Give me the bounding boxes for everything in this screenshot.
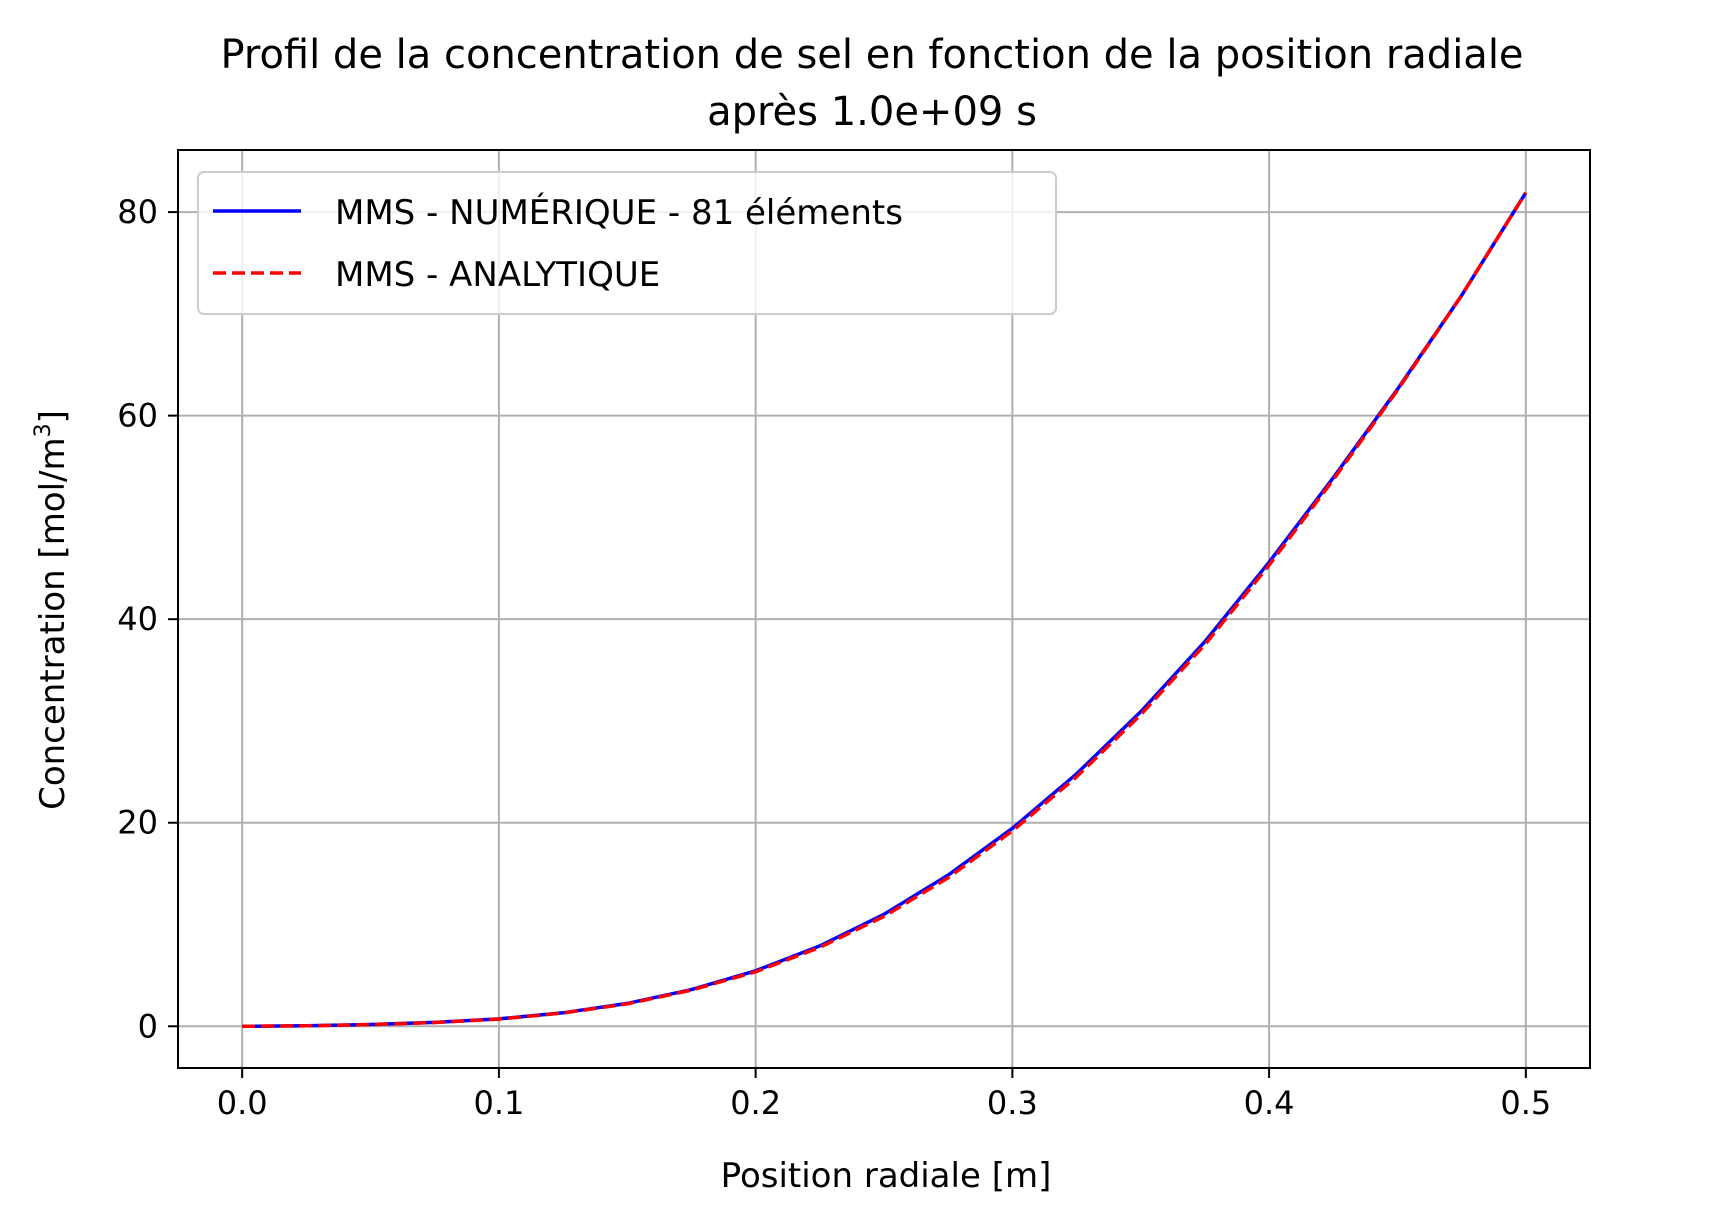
- x-tick-label: 0.2: [730, 1084, 781, 1122]
- y-tick-label: 60: [117, 397, 158, 435]
- legend-label-numerique: MMS - NUMÉRIQUE - 81 éléments: [335, 192, 903, 233]
- ticks: 0.0 0.1 0.2 0.3 0.4 0.5 0 20 40 60 80: [117, 193, 1551, 1122]
- chart-title-line-1: Profil de la concentration de sel en fon…: [220, 32, 1523, 78]
- legend: MMS - NUMÉRIQUE - 81 éléments MMS - ANAL…: [197, 171, 1057, 315]
- series-layer: [242, 191, 1528, 1029]
- x-tick-label: 0.5: [1500, 1084, 1551, 1122]
- y-axis-label: Concentration [mol/m3]: [31, 410, 73, 810]
- legend-box: [197, 171, 1057, 315]
- y-tick-label: 80: [117, 193, 158, 231]
- y-tick-label: 20: [117, 804, 158, 842]
- y-tick-label: 40: [117, 600, 158, 638]
- series-line-analytique: [242, 191, 1528, 1029]
- x-tick-label: 0.0: [217, 1084, 268, 1122]
- x-tick-label: 0.4: [1244, 1084, 1295, 1122]
- y-tick-label: 0: [138, 1007, 158, 1045]
- y-axis-label-close: ]: [33, 410, 73, 423]
- x-axis-label: Position radiale [m]: [721, 1156, 1052, 1196]
- y-axis-label-main: Concentration [mol/m: [33, 437, 73, 810]
- legend-label-analytique: MMS - ANALYTIQUE: [335, 255, 660, 295]
- y-axis-label-superscript: 3: [31, 423, 56, 437]
- chart-title-line-2: après 1.0e+09 s: [707, 89, 1037, 135]
- plot-frame: [177, 149, 1591, 1069]
- x-tick-label: 0.1: [473, 1084, 524, 1122]
- x-tick-label: 0.3: [987, 1084, 1038, 1122]
